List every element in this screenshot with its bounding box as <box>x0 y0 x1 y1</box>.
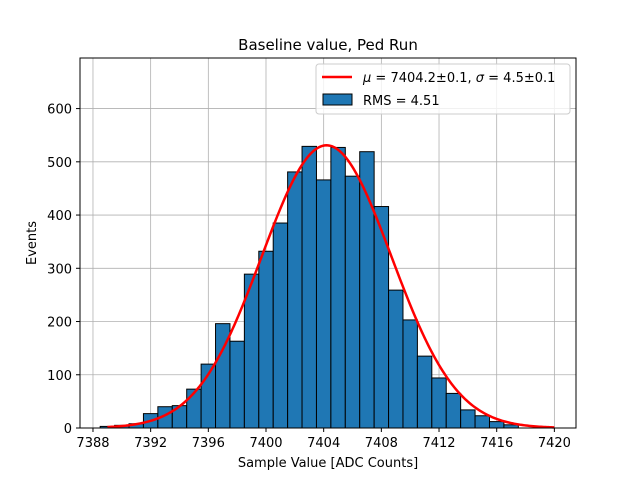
chart-title: Baseline value, Ped Run <box>238 36 418 54</box>
histogram-bar <box>388 289 404 429</box>
y-tick-label: 400 <box>47 209 72 224</box>
histogram-bar <box>474 415 490 429</box>
histogram-bar <box>402 319 418 429</box>
legend-fit-label-mu-value: = 7404.2±0.1, <box>371 71 475 86</box>
histogram-bar <box>315 179 332 429</box>
histogram-bar <box>330 146 346 429</box>
histogram-bar <box>229 340 245 429</box>
histogram-bar <box>272 222 289 429</box>
x-tick-label: 7420 <box>538 436 571 451</box>
histogram-bar <box>258 250 274 429</box>
y-tick-label: 100 <box>47 369 72 384</box>
histogram-bar <box>416 355 433 429</box>
histogram-bar <box>344 175 361 429</box>
x-tick-label: 7404 <box>307 436 340 451</box>
histogram-bar <box>488 421 505 429</box>
histogram-bar <box>186 388 202 429</box>
histogram-bar <box>460 409 476 429</box>
x-tick-label: 7400 <box>249 436 282 451</box>
legend-fit-label-sigma: σ <box>476 71 485 86</box>
histogram-bar <box>301 145 317 429</box>
y-tick-label: 0 <box>64 422 72 437</box>
histogram-bars <box>99 145 519 429</box>
plot-frame <box>79 57 577 429</box>
x-tick-label: 7408 <box>365 436 398 451</box>
histogram-bar <box>287 171 303 429</box>
y-tick-label: 200 <box>47 316 72 331</box>
legend-box <box>315 63 571 115</box>
y-tick-label: 500 <box>47 156 72 171</box>
legend-fit-label-sigma-value: = 4.5±0.1 <box>484 71 555 86</box>
y-tick-label: 600 <box>47 103 72 118</box>
legend-fit-label: μ = 7404.2±0.1, σ = 4.5±0.1 <box>362 71 555 86</box>
y-tick-label: 300 <box>47 262 72 277</box>
histogram-bar <box>431 377 447 429</box>
legend-histogram-label: RMS = 4.51 <box>363 94 440 109</box>
x-axis-label: Sample Value [ADC Counts] <box>238 456 418 471</box>
x-tick-label: 7412 <box>422 436 455 451</box>
fit-curve <box>107 144 555 429</box>
legend: μ = 7404.2±0.1, σ = 4.5±0.1 RMS = 4.51 <box>315 63 571 115</box>
legend-fit-label-mu: μ <box>362 71 371 86</box>
x-tick-label: 7392 <box>134 436 167 451</box>
histogram-bar <box>445 392 462 429</box>
fit-curve-group <box>107 144 555 429</box>
x-tick-label: 7416 <box>480 436 513 451</box>
axis-ticks: 7388 7392 7396 7400 7404 7408 7412 7416 7420 0 100… <box>47 103 571 451</box>
legend-histogram-swatch <box>322 93 353 106</box>
x-tick-label: 7388 <box>76 436 109 451</box>
x-tick-label: 7396 <box>192 436 225 451</box>
y-axis-label: Events <box>25 221 40 265</box>
